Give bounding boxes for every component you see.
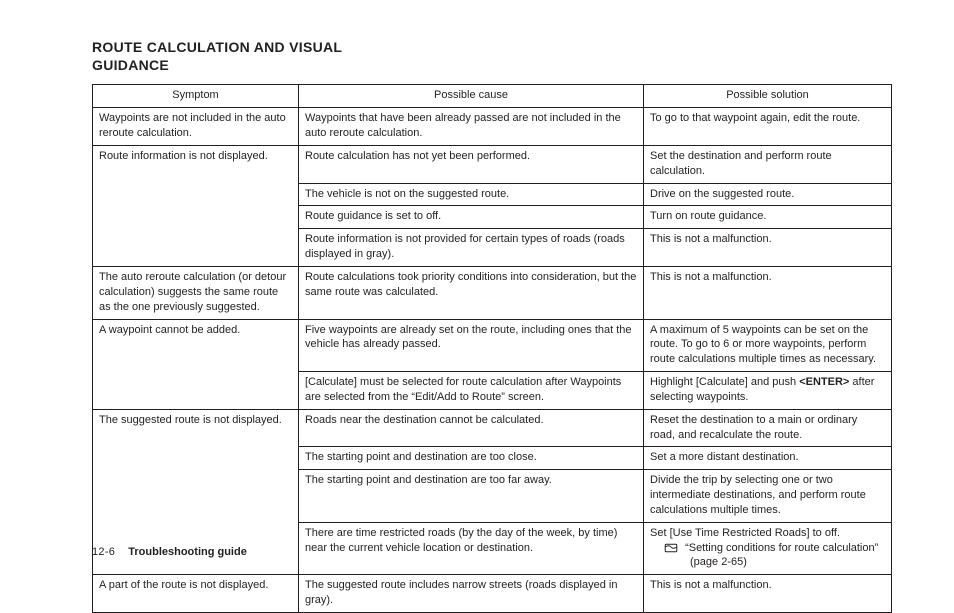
cell-cause: The vehicle is not on the suggested rout… [299,183,644,206]
cell-solution: This is not a malfunction. [644,575,892,613]
cell-cause: The suggested route includes narrow stre… [299,575,644,613]
cell-cause: Route calculation has not yet been perfo… [299,145,644,183]
cell-symptom: A waypoint cannot be added. [93,319,299,409]
reference-page: (page 2-65) [650,555,885,570]
heading-line-2: GUIDANCE [92,57,169,73]
table-row: Waypoints are not included in the auto r… [93,108,892,146]
troubleshooting-table: Symptom Possible cause Possible solution… [92,84,892,613]
cell-cause: Waypoints that have been already passed … [299,108,644,146]
table-row: A part of the route is not displayed. Th… [93,575,892,613]
table-row: The auto reroute calculation (or detour … [93,266,892,319]
col-symptom: Symptom [93,85,299,108]
reference-icon [664,543,678,553]
cell-symptom: The auto reroute calculation (or detour … [93,266,299,319]
cell-symptom: A part of the route is not displayed. [93,575,299,613]
cell-solution: To go to that waypoint again, edit the r… [644,108,892,146]
cell-solution: Turn on route guidance. [644,206,892,229]
cell-cause: [Calculate] must be selected for route c… [299,372,644,410]
cell-solution: Drive on the suggested route. [644,183,892,206]
solution-line-1: Set [Use Time Restricted Roads] to off. [650,526,885,541]
cell-cause: Five waypoints are already set on the ro… [299,319,644,372]
cell-symptom: Route information is not displayed. [93,145,299,266]
table-row: The suggested route is not displayed. Ro… [93,409,892,447]
cell-solution: Divide the trip by selecting one or two … [644,470,892,523]
cross-reference: “Setting conditions for route calculatio… [650,541,885,556]
cell-cause: Roads near the destination cannot be cal… [299,409,644,447]
cell-cause: Route guidance is set to off. [299,206,644,229]
cell-cause: The starting point and destination are t… [299,470,644,523]
cell-solution: This is not a malfunction. [644,229,892,267]
col-solution: Possible solution [644,85,892,108]
cell-solution: Highlight [Calculate] and push <ENTER> a… [644,372,892,410]
cell-solution: Set a more distant destination. [644,447,892,470]
solution-text-pre: Highlight [Calculate] and push [650,376,799,388]
cell-symptom: Waypoints are not included in the auto r… [93,108,299,146]
page-number: 12-6 [92,546,115,558]
table-row: A waypoint cannot be added. Five waypoin… [93,319,892,372]
heading-line-1: ROUTE CALCULATION AND VISUAL [92,39,342,55]
page-footer: 12-6 Troubleshooting guide [92,546,247,558]
cell-cause: There are time restricted roads (by the … [299,522,644,575]
section-heading: ROUTE CALCULATION AND VISUAL GUIDANCE [92,38,892,74]
section-name: Troubleshooting guide [128,546,247,558]
reference-text: “Setting conditions for route calculatio… [685,542,878,554]
table-row: Route information is not displayed. Rout… [93,145,892,183]
cell-solution: This is not a malfunction. [644,266,892,319]
cell-cause: Route information is not provided for ce… [299,229,644,267]
cell-cause: Route calculations took priority conditi… [299,266,644,319]
col-cause: Possible cause [299,85,644,108]
cell-solution: Reset the destination to a main or ordin… [644,409,892,447]
page: ROUTE CALCULATION AND VISUAL GUIDANCE Sy… [0,0,954,590]
cell-cause: The starting point and destination are t… [299,447,644,470]
cell-solution: A maximum of 5 waypoints can be set on t… [644,319,892,372]
enter-key: <ENTER> [799,376,849,388]
cell-solution: Set [Use Time Restricted Roads] to off. … [644,522,892,575]
cell-solution: Set the destination and perform route ca… [644,145,892,183]
table-header-row: Symptom Possible cause Possible solution [93,85,892,108]
